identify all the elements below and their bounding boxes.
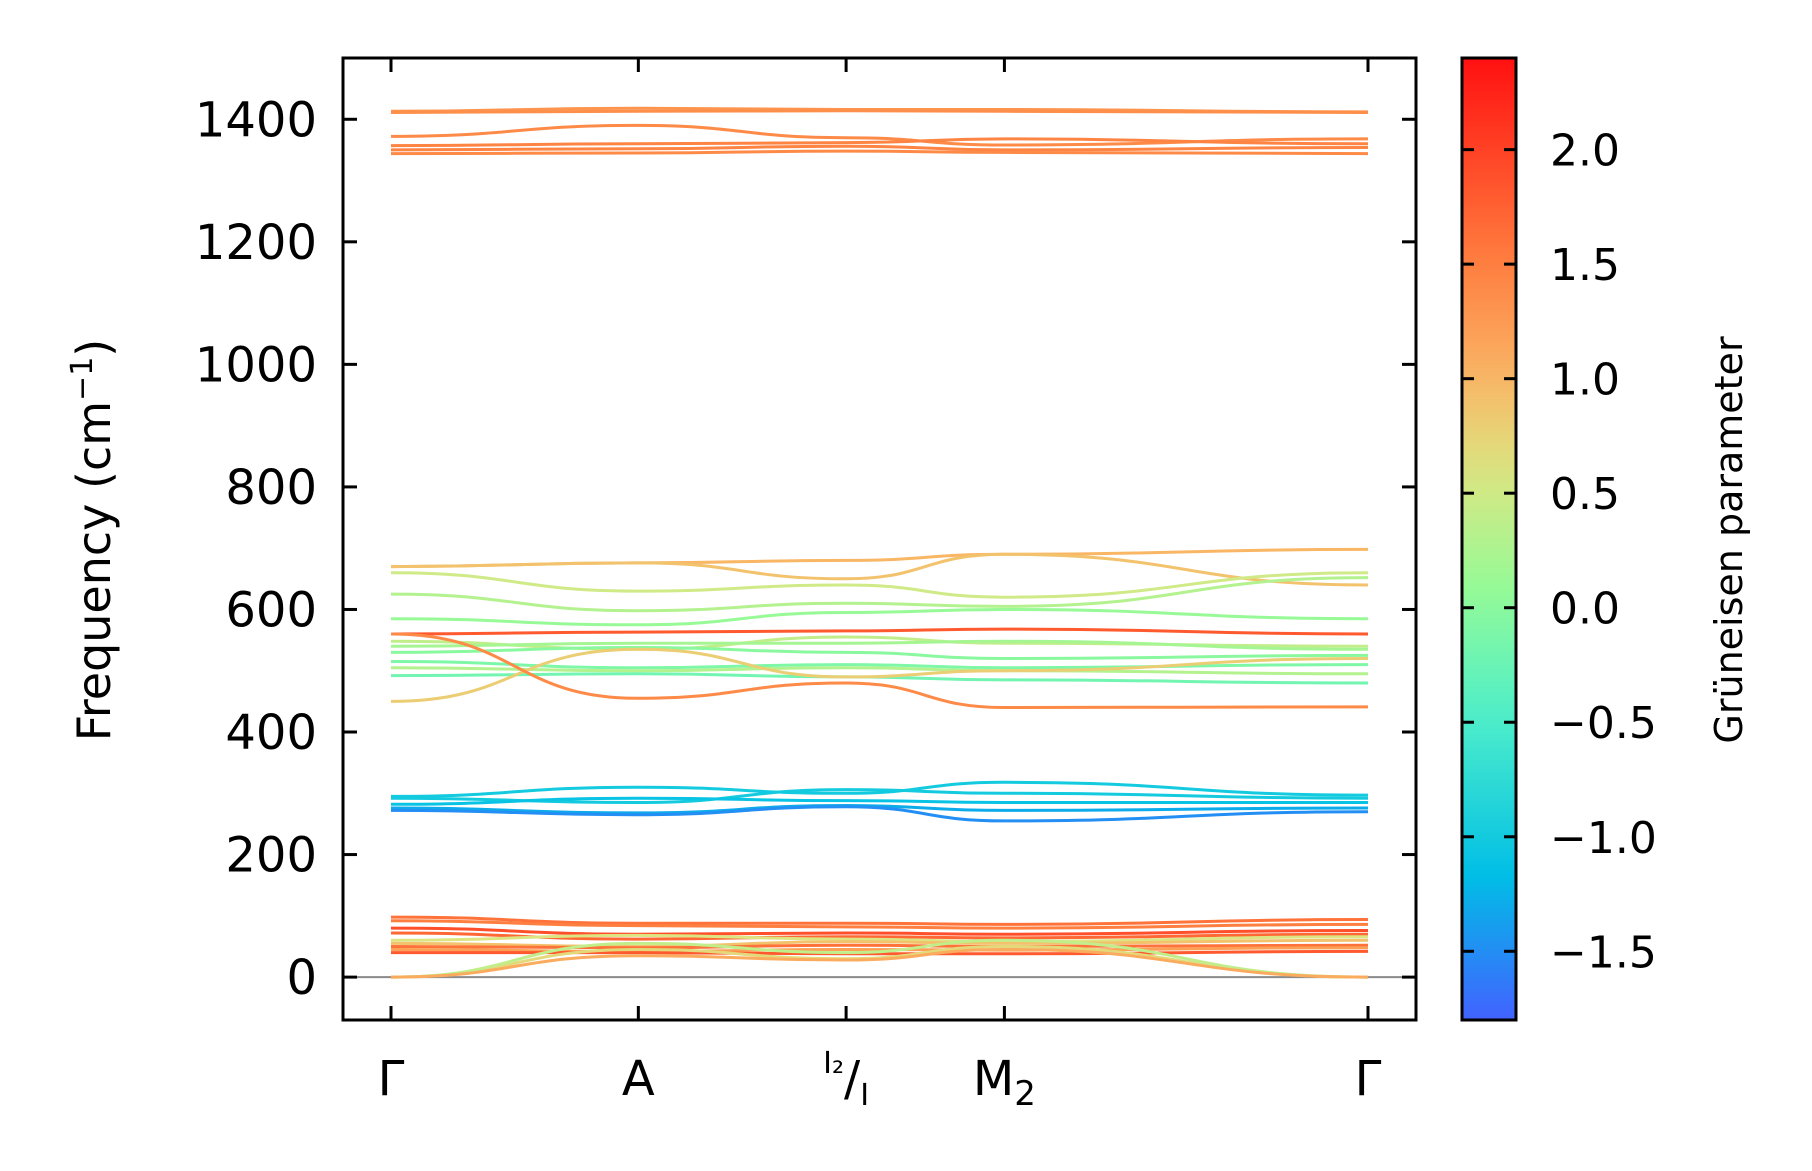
band-line-b4 xyxy=(390,137,1369,148)
band-line-b3 xyxy=(390,123,1369,147)
colorbar-tick-labels: −1.5 −1.0 −0.5 0.0 0.5 1.0 1.5 2.0 xyxy=(1550,126,1657,979)
cbar-tick-label-2: −0.5 xyxy=(1550,698,1657,749)
phonon-bands xyxy=(390,106,1369,979)
band-line-b25 xyxy=(390,805,1369,823)
ytick-label-0: 0 xyxy=(286,950,317,1006)
colorbar-title: Grüneisen parameter xyxy=(1707,336,1751,744)
colorbar-ticks xyxy=(1462,148,1516,953)
band-line-b11 xyxy=(390,607,1369,627)
band-line-b37 xyxy=(390,947,1369,979)
band-line-b36 xyxy=(390,938,1369,979)
band-line-b15 xyxy=(390,645,1369,661)
band-line-b23 xyxy=(390,796,1368,806)
plot-frame xyxy=(341,56,1418,1022)
colorbar xyxy=(1460,56,1518,1022)
band-line-b19 xyxy=(390,647,1369,703)
kpoint-label-M2: M2 xyxy=(973,1051,1036,1114)
cbar-tick-label-5: 1.0 xyxy=(1550,355,1620,406)
band-line-b5 xyxy=(390,144,1369,152)
band-line-b2 xyxy=(390,109,1369,114)
band-line-b28 xyxy=(390,926,1369,936)
cbar-tick-label-0: −1.5 xyxy=(1550,927,1657,978)
cbar-tick-label-7: 2.0 xyxy=(1550,126,1620,177)
kpoint-label-A: A xyxy=(622,1051,655,1107)
ytick-label-1000: 1000 xyxy=(195,337,317,393)
band-line-b27 xyxy=(390,919,1369,930)
band-line-b8 xyxy=(390,552,1369,587)
cbar-tick-label-3: 0.0 xyxy=(1550,584,1620,635)
y-axis-tick-labels: 0 200 400 600 800 1000 1200 1400 xyxy=(195,92,317,1006)
ytick-label-800: 800 xyxy=(225,460,317,516)
band-line-b20 xyxy=(390,632,1369,710)
band-line-b12 xyxy=(390,627,1369,636)
cbar-tick-label-1: −1.0 xyxy=(1550,813,1657,864)
ytick-label-200: 200 xyxy=(225,828,317,884)
band-line-b6 xyxy=(390,149,1369,156)
ytick-label-1200: 1200 xyxy=(195,215,317,271)
kpoint-label-Gamma-end: Γ xyxy=(1355,1051,1382,1107)
band-line-b17 xyxy=(390,666,1369,676)
band-line-b9 xyxy=(390,571,1369,599)
band-line-b14 xyxy=(390,639,1369,651)
kpoint-label-Gamma: Γ xyxy=(378,1051,405,1107)
band-line-b32 xyxy=(390,943,1369,950)
band-line-b10 xyxy=(390,576,1369,613)
band-line-b30 xyxy=(390,933,1369,944)
x-axis-kpoint-labels: Γ A I₂/I M2 Γ xyxy=(378,1046,1382,1114)
ytick-label-1400: 1400 xyxy=(195,92,317,148)
band-line-b22 xyxy=(390,788,1369,805)
y-axis-ticks xyxy=(343,117,1416,979)
kpoint-label-I2-I: I₂/I xyxy=(823,1046,869,1113)
cbar-tick-label-6: 1.5 xyxy=(1550,240,1620,291)
x-axis-kpoint-ticks xyxy=(389,58,1370,1020)
band-line-b26 xyxy=(390,915,1369,926)
y-axis-title: Frequency (cm−1) xyxy=(65,339,121,742)
band-line-b21 xyxy=(390,780,1369,798)
ytick-label-600: 600 xyxy=(225,582,317,638)
ytick-label-400: 400 xyxy=(225,705,317,761)
cbar-tick-label-4: 0.5 xyxy=(1550,469,1620,520)
